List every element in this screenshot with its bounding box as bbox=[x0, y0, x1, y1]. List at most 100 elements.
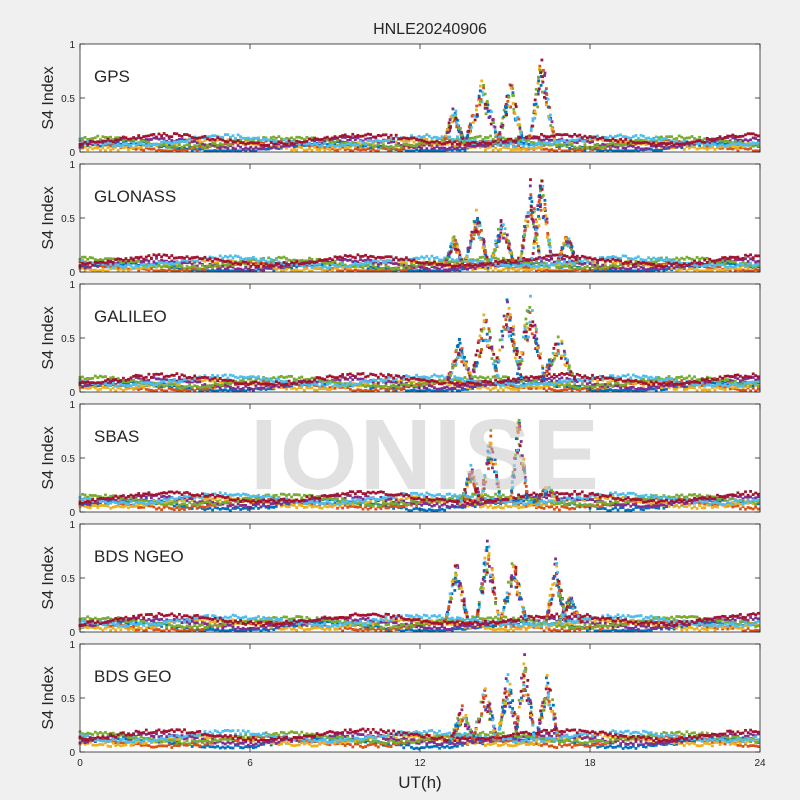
data-point bbox=[736, 149, 740, 153]
data-point bbox=[387, 260, 390, 264]
data-point bbox=[333, 135, 337, 138]
data-point bbox=[596, 266, 599, 270]
data-point bbox=[272, 145, 276, 149]
data-point bbox=[639, 269, 643, 273]
data-point bbox=[137, 146, 141, 150]
data-point bbox=[188, 137, 191, 141]
data-point bbox=[482, 84, 485, 87]
data-point bbox=[667, 379, 671, 383]
data-point bbox=[670, 144, 673, 148]
data-point bbox=[538, 257, 542, 261]
data-point bbox=[101, 268, 105, 271]
data-point bbox=[241, 136, 245, 140]
data-point bbox=[435, 136, 439, 139]
data-point bbox=[545, 262, 548, 265]
data-point bbox=[290, 385, 293, 389]
data-point bbox=[440, 265, 444, 269]
data-point bbox=[101, 146, 105, 150]
data-point bbox=[542, 387, 546, 391]
data-point bbox=[116, 262, 120, 265]
data-point bbox=[644, 258, 648, 262]
data-point bbox=[744, 265, 747, 268]
data-point bbox=[474, 228, 478, 231]
data-point bbox=[501, 145, 505, 149]
data-point bbox=[504, 258, 508, 262]
data-point bbox=[498, 131, 502, 135]
data-point bbox=[417, 269, 421, 273]
data-point bbox=[500, 233, 504, 237]
data-point bbox=[343, 254, 347, 257]
data-point bbox=[723, 265, 727, 268]
data-point bbox=[259, 139, 263, 142]
data-point bbox=[547, 141, 551, 145]
data-point bbox=[680, 379, 684, 382]
data-point bbox=[361, 254, 365, 258]
data-point bbox=[654, 263, 658, 266]
data-point bbox=[257, 138, 260, 141]
data-point bbox=[527, 261, 531, 265]
data-point bbox=[249, 141, 253, 144]
data-point bbox=[542, 134, 546, 138]
data-point bbox=[477, 232, 480, 236]
data-point bbox=[647, 147, 650, 151]
data-point bbox=[540, 267, 543, 271]
data-point bbox=[731, 141, 735, 145]
data-point bbox=[484, 102, 487, 106]
data-point bbox=[647, 140, 650, 144]
data-point bbox=[596, 264, 599, 267]
data-point bbox=[733, 269, 737, 273]
data-point bbox=[221, 138, 225, 142]
data-point bbox=[101, 258, 105, 262]
data-point bbox=[218, 146, 222, 150]
data-point bbox=[361, 144, 365, 148]
data-point bbox=[552, 388, 556, 392]
data-point bbox=[478, 146, 482, 149]
data-point bbox=[292, 142, 296, 146]
data-point bbox=[157, 263, 161, 267]
data-point bbox=[517, 147, 520, 151]
data-point bbox=[478, 142, 482, 145]
data-point bbox=[744, 262, 747, 265]
data-point bbox=[524, 139, 528, 143]
data-point bbox=[693, 265, 696, 269]
data-point bbox=[218, 142, 222, 146]
data-point bbox=[450, 260, 454, 263]
data-point bbox=[563, 388, 566, 391]
data-point bbox=[621, 269, 625, 273]
data-point bbox=[524, 135, 528, 139]
data-point bbox=[716, 260, 719, 264]
data-point bbox=[453, 263, 457, 266]
data-point bbox=[570, 386, 574, 390]
data-point bbox=[756, 262, 760, 266]
data-point bbox=[336, 265, 339, 268]
data-point bbox=[555, 149, 559, 153]
data-point bbox=[420, 141, 424, 144]
data-point bbox=[544, 97, 548, 100]
data-point bbox=[167, 264, 171, 268]
data-point bbox=[451, 240, 455, 244]
data-point bbox=[473, 138, 477, 142]
data-point bbox=[540, 138, 543, 142]
data-point bbox=[303, 259, 306, 263]
data-point bbox=[116, 143, 120, 147]
data-point bbox=[359, 145, 362, 148]
data-point bbox=[433, 389, 436, 393]
data-point bbox=[257, 139, 260, 143]
data-point bbox=[626, 257, 630, 260]
data-point bbox=[688, 146, 691, 150]
data-point bbox=[654, 268, 658, 272]
data-point bbox=[211, 259, 214, 263]
data-point bbox=[578, 266, 582, 270]
data-point bbox=[452, 246, 456, 249]
data-point bbox=[239, 269, 242, 273]
data-point bbox=[295, 263, 299, 267]
data-point bbox=[509, 142, 513, 145]
data-point bbox=[471, 387, 475, 390]
data-point bbox=[198, 136, 202, 140]
data-point bbox=[634, 389, 638, 393]
data-point bbox=[246, 257, 250, 260]
data-point bbox=[165, 254, 169, 257]
data-point bbox=[575, 268, 579, 272]
data-point bbox=[688, 257, 691, 260]
data-point bbox=[109, 265, 112, 269]
